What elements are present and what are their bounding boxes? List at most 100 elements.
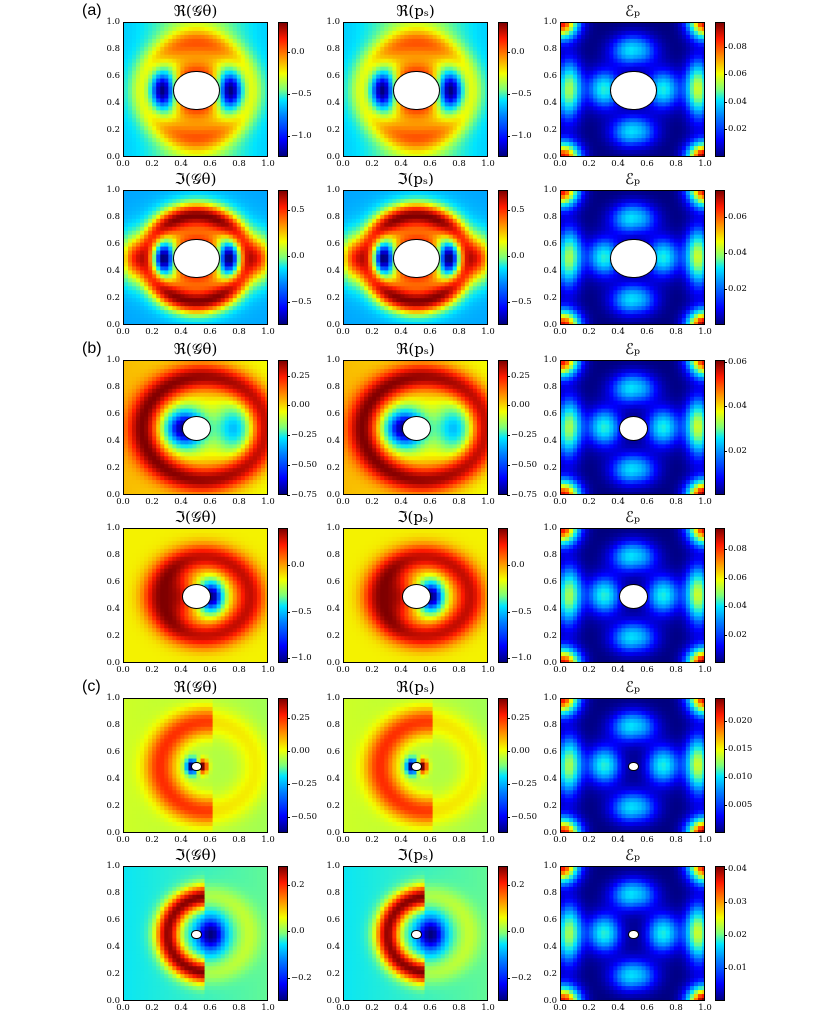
heat-cell (625, 23, 630, 28)
heat-cell (417, 126, 422, 131)
heat-cell (201, 118, 206, 123)
heat-cell (205, 27, 210, 32)
heat-cell (589, 102, 594, 107)
heat-cell (449, 43, 454, 48)
heat-cell (433, 47, 438, 52)
heat-cell (368, 39, 373, 44)
heat-cell (229, 142, 234, 147)
heat-cell (156, 199, 161, 204)
heat-cell (654, 122, 659, 127)
heat-cell (241, 270, 246, 275)
heat-cell (609, 150, 614, 155)
heat-cell (217, 219, 222, 224)
heat-cell (690, 94, 695, 99)
heat-cell (132, 130, 137, 135)
y-tick-label: 0.0 (95, 320, 120, 330)
heat-cell (678, 23, 683, 28)
heat-cell (217, 235, 222, 240)
heat-cell (241, 211, 246, 216)
heat-cell (176, 23, 181, 28)
heat-cell (678, 87, 683, 92)
heat-cell (152, 150, 157, 155)
y-tick-label: 0.0 (532, 152, 557, 162)
heat-cell (217, 322, 222, 325)
heat-cell (682, 83, 687, 88)
heat-cell (144, 314, 149, 319)
heat-cell (368, 130, 373, 135)
heat-cell (156, 94, 161, 99)
heat-cell (136, 203, 141, 208)
heat-cell (485, 130, 488, 135)
heat-cell (176, 31, 181, 36)
heat-cell (140, 79, 145, 84)
heat-cell (221, 290, 226, 295)
heat-cell (265, 98, 268, 103)
heat-cell (217, 278, 222, 283)
heat-cell (674, 47, 679, 52)
heat-cell (569, 87, 574, 92)
heat-cell (364, 31, 369, 36)
heat-cell (148, 255, 153, 260)
heat-cell (229, 102, 234, 107)
heat-cell (172, 227, 177, 232)
heat-cell (408, 110, 413, 115)
heat-cell (621, 118, 626, 123)
heat-cell (392, 118, 397, 123)
heat-cell (132, 91, 137, 96)
heat-cell (441, 114, 446, 119)
heat-cell (184, 23, 189, 28)
heat-cell (140, 150, 145, 155)
heat-cell (441, 59, 446, 64)
heat-cell (229, 31, 234, 36)
heat-cell (396, 114, 401, 119)
heat-cell (573, 79, 578, 84)
heat-cell (400, 118, 405, 123)
heat-cell (621, 23, 626, 28)
heat-cell (164, 126, 169, 131)
heat-cell (197, 122, 202, 127)
heat-cell (253, 63, 258, 68)
heat-cell (380, 94, 385, 99)
heat-cell (384, 63, 389, 68)
heat-cell (156, 102, 161, 107)
heat-cell (364, 79, 369, 84)
heat-cell (152, 138, 157, 143)
heat-cell (148, 98, 153, 103)
heat-cell (646, 138, 651, 143)
heat-cell (192, 318, 197, 323)
heat-cell (400, 154, 405, 157)
heat-cell (658, 134, 663, 139)
heat-cell (593, 118, 598, 123)
heat-cell (197, 223, 202, 228)
y-tick-label: 0.8 (532, 44, 557, 54)
heat-cell (184, 118, 189, 123)
heat-cell (433, 71, 438, 76)
heat-cell (156, 59, 161, 64)
heat-cell (136, 195, 141, 200)
heat-cell (429, 138, 434, 143)
heat-cell (457, 43, 462, 48)
heat-cell (209, 146, 214, 151)
heat-cell (184, 130, 189, 135)
heat-cell (634, 31, 639, 36)
heat-cell (176, 126, 181, 131)
heat-cell (642, 63, 647, 68)
heat-cell (629, 23, 634, 28)
heat-cell (617, 27, 622, 32)
heat-cell (265, 199, 268, 204)
heat-cell (164, 219, 169, 224)
heat-cell (176, 150, 181, 155)
heat-cell (237, 59, 242, 64)
heat-cell (237, 130, 242, 135)
heat-cell (221, 43, 226, 48)
heat-cell (144, 318, 149, 323)
heat-cell (229, 211, 234, 216)
heat-cell (613, 63, 618, 68)
heat-cell (148, 262, 153, 267)
heat-cell (176, 231, 181, 236)
heat-cell (265, 262, 268, 267)
heat-cell (209, 106, 214, 111)
heat-cell (152, 274, 157, 279)
heat-cell (465, 91, 470, 96)
heat-cell (257, 98, 262, 103)
